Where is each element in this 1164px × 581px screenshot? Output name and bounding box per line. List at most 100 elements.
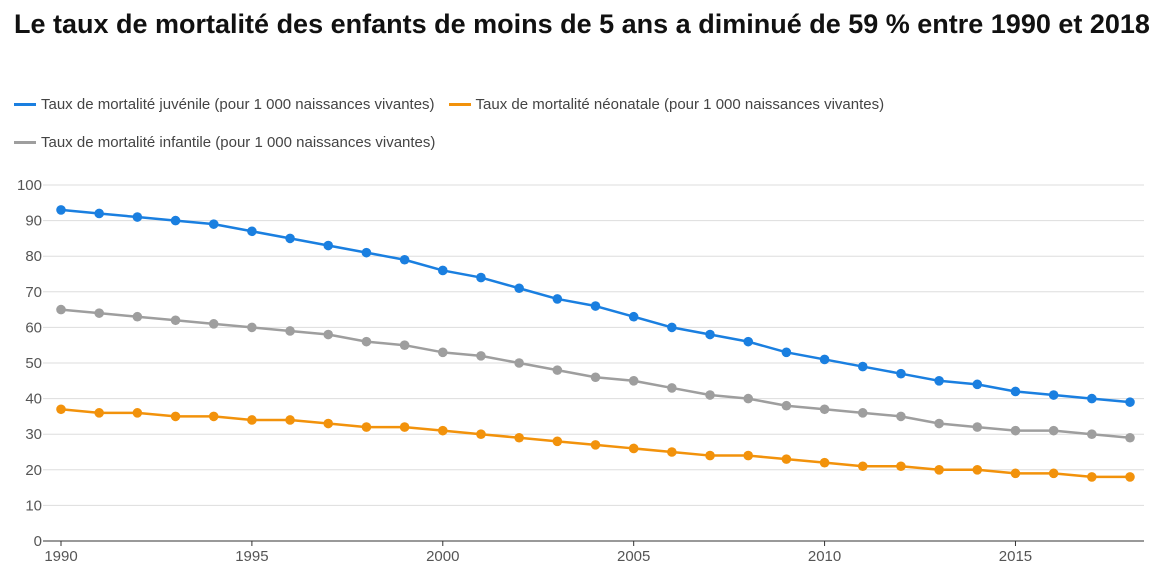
data-point-juvenile[interactable] [132, 212, 143, 222]
data-point-neonatale[interactable] [94, 408, 104, 418]
data-point-juvenile[interactable] [781, 347, 792, 358]
data-point-juvenile[interactable] [972, 379, 983, 390]
data-point-neonatale[interactable] [323, 418, 334, 429]
data-point-juvenile[interactable] [285, 233, 295, 244]
data-point-juvenile[interactable] [514, 283, 524, 294]
data-point-neonatale[interactable] [1048, 468, 1059, 479]
data-point-neonatale[interactable] [667, 447, 677, 457]
y-tick-label: 20 [25, 462, 42, 479]
data-point-juvenile[interactable] [743, 336, 754, 347]
data-point-juvenile[interactable] [399, 254, 410, 265]
data-point-infantile[interactable] [819, 404, 830, 415]
data-point-juvenile[interactable] [552, 294, 563, 304]
data-point-infantile[interactable] [667, 383, 677, 393]
data-point-infantile[interactable] [1048, 425, 1059, 436]
data-point-juvenile[interactable] [667, 322, 677, 333]
grid-lines [43, 184, 1144, 542]
data-point-juvenile[interactable] [476, 272, 486, 283]
data-point-neonatale[interactable] [705, 450, 715, 461]
data-point-infantile[interactable] [705, 390, 715, 400]
data-point-neonatale[interactable] [972, 465, 983, 475]
data-point-infantile[interactable] [514, 358, 524, 368]
data-point-infantile[interactable] [285, 326, 295, 336]
data-point-infantile[interactable] [56, 304, 66, 315]
data-point-juvenile[interactable] [819, 354, 830, 365]
data-point-juvenile[interactable] [857, 361, 868, 372]
data-point-juvenile[interactable] [437, 265, 448, 276]
data-point-neonatale[interactable] [857, 461, 868, 472]
data-point-neonatale[interactable] [1125, 472, 1135, 482]
legend-label-neonatale: Taux de mortalité néonatale (pour 1 000 … [475, 95, 885, 113]
data-point-infantile[interactable] [170, 315, 181, 326]
data-point-neonatale[interactable] [132, 408, 143, 418]
data-point-juvenile[interactable] [1048, 390, 1059, 400]
data-point-infantile[interactable] [628, 376, 639, 386]
data-point-neonatale[interactable] [743, 450, 754, 461]
data-point-neonatale[interactable] [247, 415, 257, 425]
data-point-juvenile[interactable] [896, 368, 906, 379]
data-point-juvenile[interactable] [1010, 386, 1021, 397]
data-point-infantile[interactable] [476, 351, 486, 361]
data-point-neonatale[interactable] [56, 404, 66, 415]
data-point-juvenile[interactable] [1125, 397, 1135, 407]
data-point-neonatale[interactable] [1010, 468, 1021, 479]
data-point-neonatale[interactable] [1087, 472, 1097, 482]
data-point-juvenile[interactable] [590, 301, 601, 311]
y-tick-label: 10 [25, 497, 42, 514]
data-point-neonatale[interactable] [552, 436, 563, 447]
data-point-juvenile[interactable] [361, 247, 372, 258]
data-point-neonatale[interactable] [361, 422, 372, 432]
data-point-juvenile[interactable] [247, 226, 257, 237]
data-point-juvenile[interactable] [170, 215, 181, 226]
x-tick-label: 2000 [426, 548, 459, 565]
data-point-infantile[interactable] [743, 393, 754, 404]
data-point-juvenile[interactable] [1087, 393, 1097, 404]
data-point-juvenile[interactable] [628, 311, 639, 322]
data-point-infantile[interactable] [896, 411, 906, 422]
data-point-infantile[interactable] [323, 329, 334, 340]
data-point-juvenile[interactable] [56, 205, 66, 215]
legend-item-neonatale[interactable]: Taux de mortalité néonatale (pour 1 000 … [448, 95, 885, 113]
data-point-infantile[interactable] [94, 308, 104, 318]
data-point-neonatale[interactable] [628, 443, 639, 454]
data-point-infantile[interactable] [208, 319, 219, 329]
data-point-infantile[interactable] [1087, 429, 1097, 440]
y-tick-label: 70 [25, 284, 42, 301]
legend-label-infantile: Taux de mortalité infantile (pour 1 000 … [41, 133, 436, 151]
data-point-juvenile[interactable] [934, 376, 944, 386]
data-point-neonatale[interactable] [208, 411, 219, 422]
data-point-infantile[interactable] [972, 422, 983, 432]
data-point-neonatale[interactable] [781, 454, 792, 464]
legend-item-infantile[interactable]: Taux de mortalité infantile (pour 1 000 … [14, 133, 435, 151]
data-point-infantile[interactable] [590, 372, 601, 383]
data-point-infantile[interactable] [934, 418, 944, 429]
data-point-neonatale[interactable] [514, 432, 524, 443]
data-point-infantile[interactable] [781, 400, 792, 411]
data-point-neonatale[interactable] [437, 425, 448, 436]
legend-item-juvenile[interactable]: Taux de mortalité juvénile (pour 1 000 n… [14, 95, 435, 113]
data-point-infantile[interactable] [437, 347, 448, 358]
data-point-juvenile[interactable] [705, 329, 715, 340]
data-point-infantile[interactable] [857, 408, 868, 418]
data-point-juvenile[interactable] [208, 219, 219, 229]
data-point-infantile[interactable] [1010, 425, 1021, 436]
data-point-neonatale[interactable] [399, 422, 410, 432]
data-point-infantile[interactable] [361, 336, 372, 347]
data-point-juvenile[interactable] [323, 240, 334, 251]
data-point-neonatale[interactable] [896, 461, 906, 472]
data-point-neonatale[interactable] [819, 457, 830, 468]
data-point-infantile[interactable] [1125, 432, 1135, 443]
x-tick-label: 2005 [617, 548, 650, 565]
data-point-neonatale[interactable] [285, 415, 295, 425]
data-point-neonatale[interactable] [170, 411, 181, 422]
data-point-infantile[interactable] [552, 365, 563, 375]
data-point-neonatale[interactable] [590, 440, 601, 450]
data-point-infantile[interactable] [247, 322, 257, 333]
data-point-neonatale[interactable] [476, 429, 486, 440]
x-tick-label: 2015 [999, 548, 1032, 565]
data-point-infantile[interactable] [132, 311, 143, 322]
x-axis: 1990 1995 2000 2005 2010 2015 [44, 541, 1032, 565]
data-point-neonatale[interactable] [934, 465, 944, 475]
data-point-juvenile[interactable] [94, 208, 104, 219]
data-point-infantile[interactable] [399, 340, 410, 351]
